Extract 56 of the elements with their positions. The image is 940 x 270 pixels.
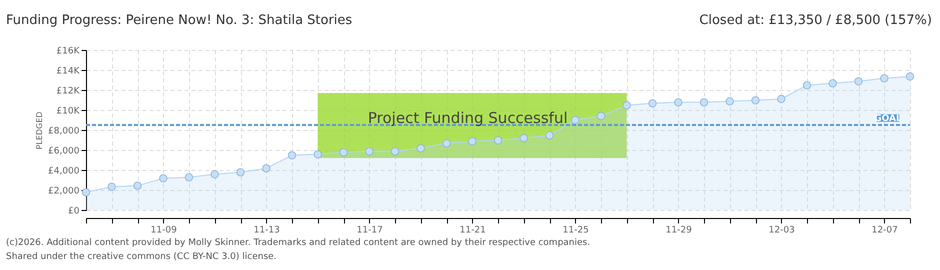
band-label: Project Funding Successful [368,109,568,127]
point [82,188,90,196]
point [854,77,863,86]
point [726,97,734,106]
y-tick-label: £2,000 [48,186,80,196]
x-tick-label: 11-17 [356,226,383,236]
point [700,98,708,106]
point [133,182,142,190]
point [596,112,606,120]
y-tick-label: £8,000 [48,126,80,136]
x-tick-label: 11-21 [460,226,486,236]
point [802,81,812,90]
point [468,137,476,146]
point [184,173,194,182]
point [288,151,296,160]
point [262,164,270,172]
point [545,131,554,140]
point [416,144,425,152]
y-tick-label: £6,000 [48,146,80,156]
point [880,74,888,82]
y-tick-label: £4,000 [48,166,80,176]
y-tick-label: £16K [56,46,81,56]
x-tick-label: 12-07 [872,226,898,236]
chart-title: Funding Progress: Peirene Now! No. 3: Shatila Stories [6,13,352,28]
point [571,116,580,124]
point [159,174,168,182]
x-tick-label: 11-25 [562,226,589,236]
point [236,168,245,176]
point [108,182,116,191]
point [210,170,219,178]
x-tick-label: 12-03 [768,226,795,236]
point [622,101,631,110]
point [365,147,374,156]
x-tick-label: 11-09 [150,226,178,236]
point [777,94,786,104]
point [751,96,760,104]
text: (c)2026. Additional content provided by Molly Skinner. Trademarks and related content are owned by their respective companies. [6,238,590,248]
y-tick-label: £14K [56,66,81,76]
point [390,147,400,156]
point [314,150,322,158]
point [339,148,348,156]
point [674,98,682,106]
point [494,136,502,144]
chart-subtitle: Closed at: £13,350 / £8,500 (157%) [699,13,932,28]
y-tick-label: £10K [56,106,81,116]
x-tick-label: 11-13 [254,226,280,236]
y-tick-label: £0 [68,206,80,216]
point [648,99,657,108]
x-tick-label: 11-29 [666,226,692,236]
y-tick-label: £12K [56,86,81,96]
y-axis-title: PLEDGED [35,112,44,150]
text: Shared under the creative commons (CC BY-NC 3.0) license. [6,252,277,262]
point [520,134,528,142]
point [906,72,914,81]
point [442,139,451,148]
point [828,79,837,88]
